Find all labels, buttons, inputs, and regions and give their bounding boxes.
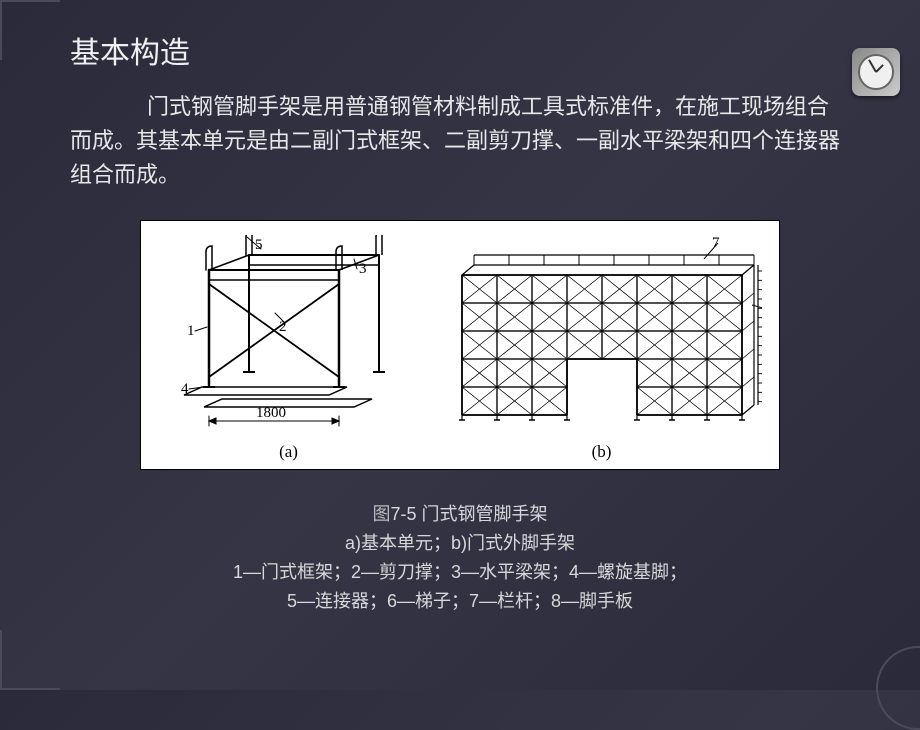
svg-text:4: 4 — [181, 381, 189, 397]
subfigure-a: 123451800 (a) — [159, 235, 419, 462]
subfigure-a-label: (a) — [279, 442, 298, 462]
scaffold-unit-diagram: 123451800 — [159, 235, 419, 440]
caption-line-1: 图7-5 门式钢管脚手架 — [70, 500, 850, 529]
subfigure-b-label: (b) — [592, 442, 612, 462]
figure-7-5: 123451800 (a) 678 (b) — [140, 220, 780, 470]
corner-decoration-bl — [0, 630, 60, 690]
slide-title: 基本构造 — [70, 28, 850, 72]
caption-fig-title: 门式钢管脚手架 — [417, 504, 548, 524]
caption-line-4: 5—连接器；6—梯子；7—栏杆；8—脚手板 — [70, 587, 850, 616]
slide-body: 门式钢管脚手架是用普通钢管材料制成工具式标准件，在施工现场组合而成。其基本单元是… — [70, 90, 850, 192]
caption-fig-prefix: 图 — [372, 504, 390, 524]
clock-icon — [852, 48, 900, 96]
caption-line-2: a)基本单元；b)门式外脚手架 — [70, 529, 850, 558]
slide-content: 基本构造 门式钢管脚手架是用普通钢管材料制成工具式标准件，在施工现场组合而成。其… — [0, 0, 920, 635]
svg-text:1800: 1800 — [256, 405, 286, 421]
subfigure-b: 678 (b) — [442, 235, 762, 462]
figure-caption: 图7-5 门式钢管脚手架 a)基本单元；b)门式外脚手架 1—门式框架；2—剪刀… — [70, 500, 850, 615]
caption-line-3: 1—门式框架；2—剪刀撑；3—水平梁架；4—螺旋基脚； — [70, 558, 850, 587]
svg-text:1: 1 — [187, 323, 195, 339]
svg-text:3: 3 — [359, 261, 367, 277]
scaffold-assembly-diagram: 678 — [442, 235, 762, 440]
corner-decoration-br — [860, 630, 920, 690]
caption-fig-number: 7-5 — [390, 504, 416, 524]
